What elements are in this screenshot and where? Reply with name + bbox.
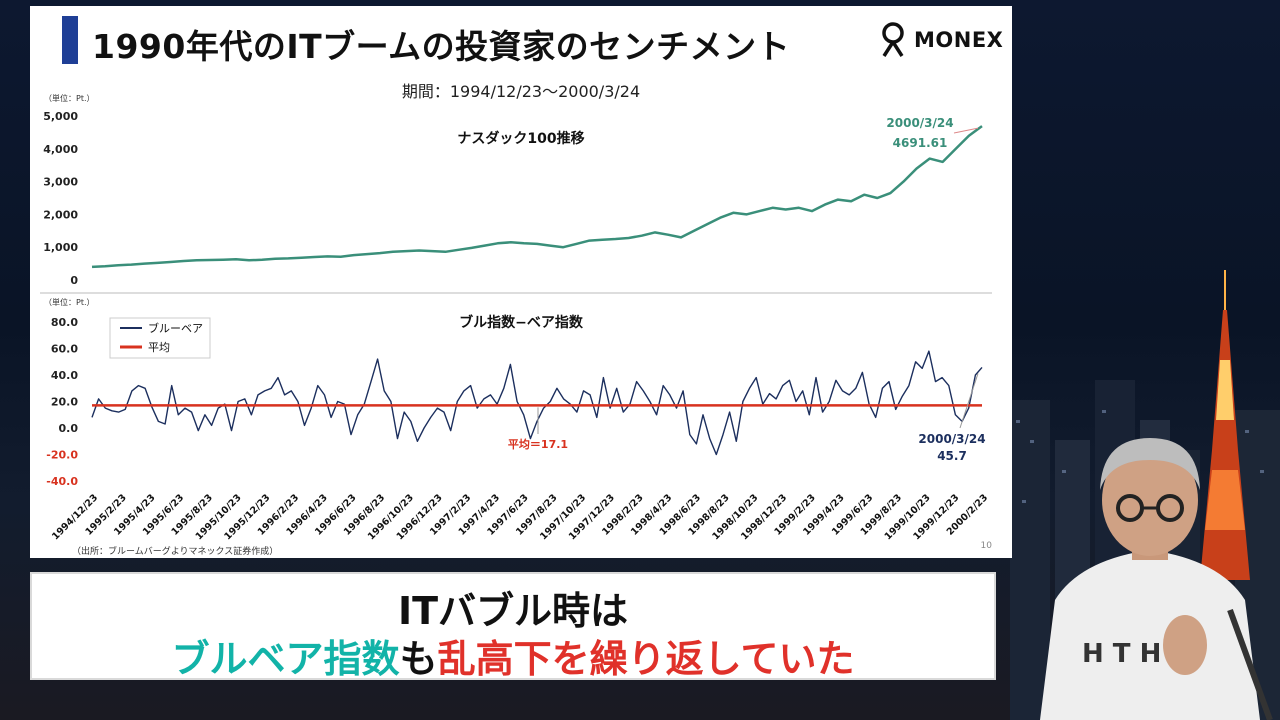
chart1-y-tick-label: 4,000 — [43, 143, 78, 156]
chart1-y-tick-label: 2,000 — [43, 208, 78, 221]
chart1-y-tick-label: 5,000 — [43, 110, 78, 123]
chart2-y-tick-label: 0.0 — [59, 422, 79, 435]
svg-text:H T H: H T H — [1082, 639, 1161, 669]
slide-title: 1990年代のITブームの投資家のセンチメント — [92, 27, 791, 66]
period-label: 期間：1994/12/23〜2000/3/24 — [401, 82, 641, 101]
chart2-legend-box — [109, 317, 211, 359]
title-accent-bar — [62, 16, 78, 64]
presentation-slide: 1990年代のITブームの投資家のセンチメント MONEX 期間：1994/12… — [30, 6, 1012, 558]
chart2-unit-label: （単位：Pt.） — [44, 297, 95, 307]
chart1-annotation-date: 2000/3/24 — [886, 116, 953, 130]
chart1-unit-label: （単位：Pt.） — [44, 93, 95, 103]
chart1-annotation-leader — [953, 127, 979, 134]
monex-logo-icon — [882, 22, 904, 57]
chart2-y-tick-label: 20.0 — [51, 396, 78, 409]
chart2-title: ブル指数−ベア指数 — [459, 314, 584, 331]
chart1-y-tick-label: 3,000 — [43, 176, 78, 189]
chart2-annotation-date: 2000/3/24 — [918, 432, 985, 446]
chart1-y-tick-label: 1,000 — [43, 241, 78, 254]
caption-highlight-teal: ブルベア指数 — [171, 637, 400, 681]
chart2-y-tick-label: 80.0 — [51, 316, 78, 329]
page-number: 10 — [981, 541, 993, 551]
chart2-y-tick-label: 60.0 — [51, 343, 78, 356]
caption-connector: も — [399, 637, 438, 681]
caption-highlight-red: 乱高下を繰り返していた — [437, 637, 855, 681]
charts-svg: （単位：Pt.） 0 1,000 2,000 3,000 4,000 5,000 ナスダック1… — [40, 93, 993, 557]
monex-logo: MONEX — [878, 22, 1003, 58]
legend-label-average: 平均 — [148, 341, 170, 354]
caption-line1: ITバブル時は — [397, 589, 629, 633]
bullbear-series-line — [91, 350, 983, 456]
chart2-annotation-leader — [959, 373, 979, 429]
chart2-y-tick-label: -20.0 — [46, 449, 78, 462]
chart1-annotation-value: 4691.61 — [893, 136, 948, 150]
caption-line2: ブルベア指数も乱高下を繰り返していた — [32, 628, 994, 683]
chart2-y-tick-label: 40.0 — [51, 369, 78, 382]
tokyo-tower — [1200, 270, 1250, 580]
source-note: （出所：ブルームバーグよりマネックス証券作成） — [72, 545, 278, 557]
chart1-y-tick-label: 0 — [70, 274, 78, 287]
monex-logo-text: MONEX — [914, 28, 1004, 52]
nasdaq-series-line — [91, 125, 983, 269]
average-annotation-label: 平均＝17.1 — [508, 437, 568, 451]
chart2-y-tick-label: -40.0 — [46, 475, 78, 488]
caption-box: ITバブル時は ブルベア指数も乱高下を繰り返していた — [30, 572, 996, 683]
legend-label-bullbear: ブルーベア — [148, 321, 203, 335]
presenter: H T H — [1040, 438, 1273, 720]
chart2-annotation-value: 45.7 — [937, 449, 967, 463]
chart1-title: ナスダック100推移 — [457, 130, 584, 147]
